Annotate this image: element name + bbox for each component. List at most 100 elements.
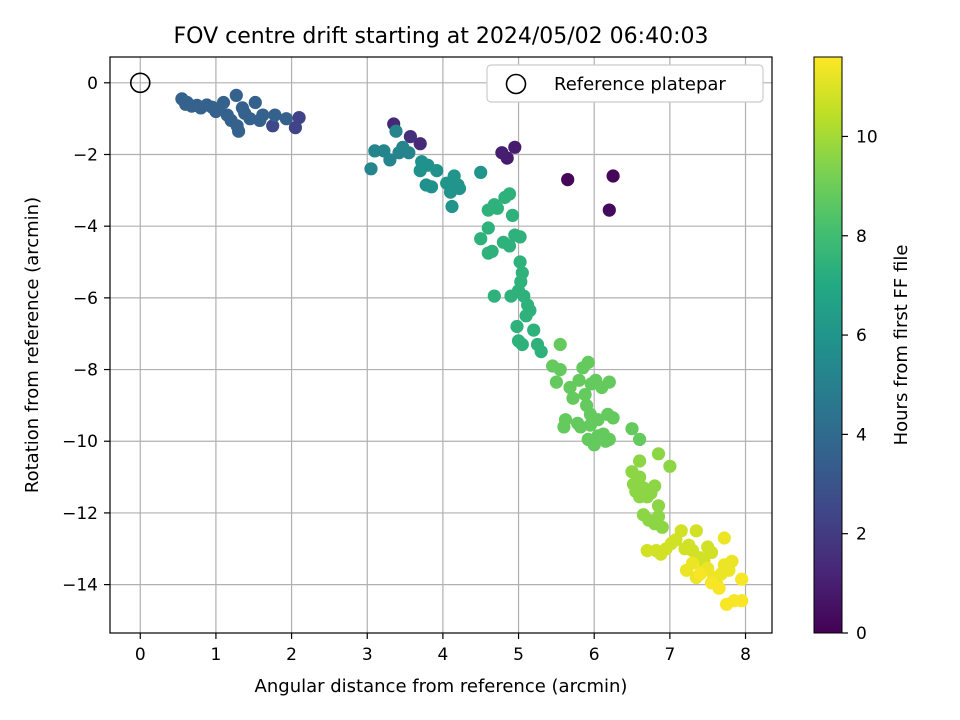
colorbar-tick-label: 4 xyxy=(856,425,867,445)
colorbar-tick-label: 0 xyxy=(856,624,867,644)
scatter-point xyxy=(229,88,243,102)
scatter-point xyxy=(424,180,439,194)
colorbar-gradient xyxy=(813,56,843,634)
scatter-point xyxy=(288,121,302,135)
scatter-point xyxy=(735,572,749,586)
scatter-point xyxy=(572,373,586,387)
scatter-point xyxy=(292,111,306,125)
scatter-point xyxy=(452,181,467,196)
legend-box xyxy=(486,64,764,103)
scatter-point xyxy=(445,199,459,214)
scatter-point xyxy=(606,411,620,425)
scatter-point xyxy=(523,303,537,317)
scatter-point xyxy=(510,319,524,334)
reference-marker xyxy=(129,72,151,94)
scatter-point xyxy=(735,594,749,608)
scatter-point xyxy=(474,232,488,246)
scatter-point xyxy=(717,531,731,545)
scatter-point xyxy=(368,144,382,158)
scatter-point xyxy=(591,429,605,443)
scatter-point xyxy=(602,375,616,389)
scatter-point xyxy=(578,388,592,402)
scatter-point xyxy=(674,524,688,538)
scatter-point xyxy=(633,490,647,504)
y-axis-label: Rotation from reference (arcmin) xyxy=(22,197,43,493)
scatter-point xyxy=(527,323,541,337)
legend-marker xyxy=(505,73,527,95)
colorbar-tick-label: 10 xyxy=(856,127,878,147)
scatter-point xyxy=(504,289,518,303)
scatter-point xyxy=(557,420,571,434)
scatter-point xyxy=(725,554,739,568)
scatter-point xyxy=(481,221,495,235)
scatter-point xyxy=(581,355,595,369)
y-axis-ticks: 0 −2 −4 −6 −8 −10 −12 −14 xyxy=(62,74,110,596)
scatter-point xyxy=(534,345,548,359)
scatter-point xyxy=(689,524,703,538)
y-tick-label: −8 xyxy=(73,361,98,381)
y-tick-label: −2 xyxy=(73,145,98,165)
scatter-point xyxy=(364,162,378,176)
scatter-point xyxy=(430,164,444,178)
scatter-point xyxy=(651,509,666,524)
scatter-point xyxy=(549,375,564,389)
scatter-point xyxy=(230,119,244,133)
x-tick-label: 8 xyxy=(740,645,751,665)
scatter-point xyxy=(383,153,397,167)
scatter-point xyxy=(651,447,666,461)
x-tick-label: 4 xyxy=(437,645,448,665)
scatter-point xyxy=(651,499,666,513)
plot-frame xyxy=(109,56,773,634)
y-tick-label: 0 xyxy=(87,74,98,94)
x-tick-label: 3 xyxy=(362,645,373,665)
x-tick-label: 0 xyxy=(135,645,146,665)
scatter-point xyxy=(655,520,669,534)
scatter-point xyxy=(402,146,416,160)
scatter-point xyxy=(686,556,700,570)
colorbar-ticks: 0 2 4 6 8 10 xyxy=(842,127,878,644)
scatter-point xyxy=(606,169,620,183)
x-tick-label: 7 xyxy=(664,645,675,665)
scatter-point xyxy=(490,201,504,215)
scatter-point xyxy=(566,391,580,405)
x-axis-ticks: 0 1 2 3 4 5 6 7 8 xyxy=(135,633,751,665)
scatter-point xyxy=(505,208,520,222)
scatter-point xyxy=(256,108,270,122)
scatter-point xyxy=(602,203,616,217)
scatter-point xyxy=(563,380,577,395)
scatter-point xyxy=(389,124,403,138)
scatter-point xyxy=(591,413,605,427)
scatter-point xyxy=(413,137,427,151)
scatter-point xyxy=(633,470,647,484)
y-tick-label: −4 xyxy=(73,217,98,237)
legend-label: Reference platepar xyxy=(554,74,726,95)
scatter-point xyxy=(216,95,231,110)
colorbar-label: Hours from first FF file xyxy=(891,245,912,446)
scatter-point xyxy=(553,337,567,352)
scatter-point xyxy=(268,108,282,122)
colorbar: 0 2 4 6 8 10 Hours from first FF file xyxy=(813,56,912,644)
colorbar-tick-label: 8 xyxy=(856,227,867,247)
scatter-point xyxy=(561,173,575,187)
y-tick-label: −6 xyxy=(73,289,98,309)
scatter-point xyxy=(513,255,527,269)
y-tick-label: −14 xyxy=(62,576,98,596)
scatter-point xyxy=(502,239,517,253)
y-tick-label: −10 xyxy=(62,432,98,452)
scatter-point xyxy=(704,545,719,560)
scatter-point xyxy=(513,230,527,244)
x-tick-label: 2 xyxy=(286,645,297,665)
scatter-point xyxy=(508,140,522,154)
scatter-point xyxy=(633,454,647,468)
scatter-point xyxy=(248,95,262,110)
chart-title: FOV centre drift starting at 2024/05/02 … xyxy=(174,24,709,49)
scatter-point xyxy=(266,119,280,133)
scatter-point xyxy=(502,187,517,201)
scatter-point xyxy=(403,130,417,144)
x-tick-label: 6 xyxy=(589,645,600,665)
scatter-point xyxy=(633,432,647,446)
scatter-point xyxy=(495,146,509,160)
scatter-point xyxy=(625,422,639,436)
x-tick-label: 1 xyxy=(211,645,222,665)
